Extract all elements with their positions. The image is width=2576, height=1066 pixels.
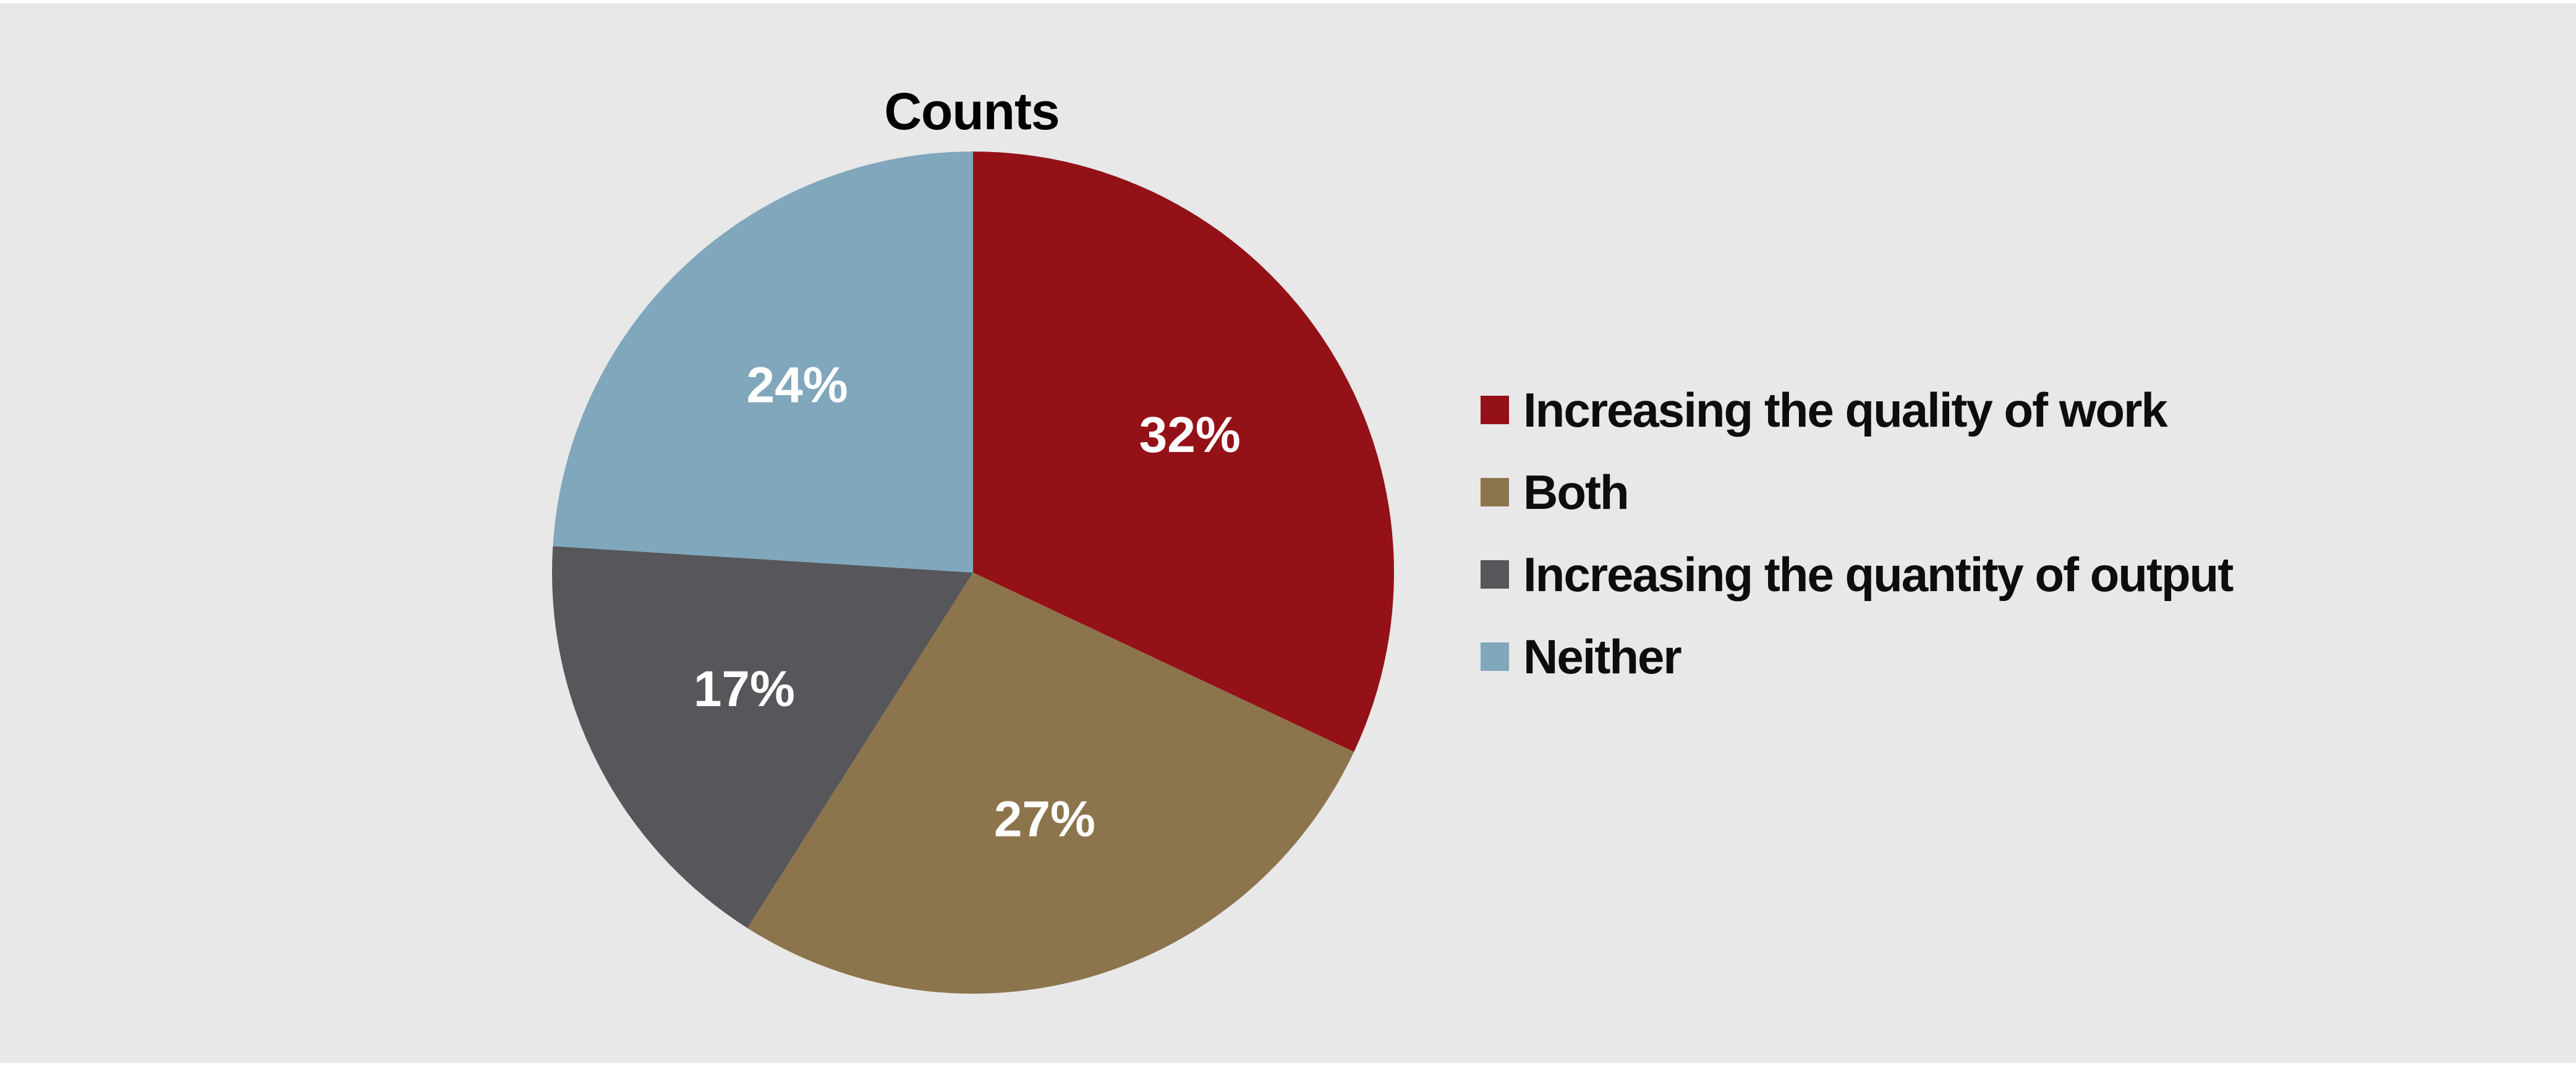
legend-swatch-both [1481,478,1509,506]
legend-swatch-increasing-the-quantity-of-output [1481,560,1509,589]
legend-swatch-neither [1481,642,1509,671]
legend-swatch-increasing-the-quality-of-work [1481,396,1509,424]
pie-chart: 32% 27% 17% 24% [552,151,1394,994]
top-edge-strip [0,0,2576,3]
pie-slice-increasing-the-quality-of-work [973,151,1394,752]
pie-slice-label-increasing-the-quantity-of-output: 17% [694,661,795,717]
legend-item-increasing-the-quality-of-work: Increasing the quality of work [1481,382,2232,438]
legend-item-neither: Neither [1481,628,2232,685]
pie-slice-label-increasing-the-quality-of-work: 32% [1139,407,1241,463]
legend: Increasing the quality of work Both Increa… [1481,382,2234,685]
chart-title: Counts [884,82,1060,140]
legend-label-increasing-the-quantity-of-output: Increasing the quantity of output [1523,547,2234,602]
legend-label-both: Both [1523,465,1630,519]
pie-slice-label-neither: 24% [747,357,848,414]
legend-label-neither: Neither [1523,629,1682,684]
bottom-edge-strip [0,1063,2576,1066]
pie-slice-label-both: 27% [994,791,1095,847]
pie-slice-neither [553,151,973,573]
legend-label-increasing-the-quality-of-work: Increasing the quality of work [1523,383,2168,437]
pie-slice-increasing-the-quantity-of-output [552,546,973,928]
pie-slice-both [747,573,1354,994]
legend-item-both: Both [1481,464,2232,521]
legend-item-increasing-the-quantity-of-output: Increasing the quantity of output [1481,546,2234,603]
